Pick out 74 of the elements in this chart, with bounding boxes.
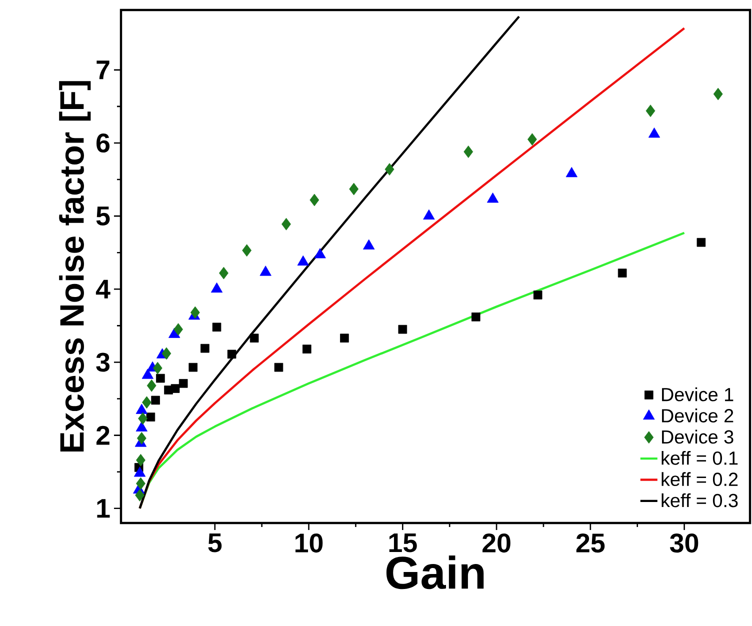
point [138,412,148,425]
point [648,128,660,138]
point [135,489,144,502]
point [227,350,236,359]
point [190,306,200,319]
point [162,347,172,360]
x-tick-label: 20 [482,534,510,553]
point [713,88,723,100]
y-tick-label: 4 [96,280,110,298]
point [274,362,284,372]
point [297,255,309,266]
point [464,146,474,158]
point [146,379,156,392]
x-tick-label: 15 [389,534,417,552]
point [174,323,183,336]
point [340,334,349,343]
point [136,432,146,444]
point [310,194,320,206]
x-tick-label: 10 [295,534,323,553]
legend-label: keff = 0.2 [662,472,738,486]
y-tick-label: 1 [97,499,110,518]
point [533,290,542,300]
x-tick-label: 5 [208,534,222,552]
x-tick-label: 30 [670,534,698,553]
point [188,362,198,372]
point [349,182,359,196]
point [384,163,394,176]
x-tick-label: 25 [576,534,605,553]
point [136,454,146,466]
legend-label: keff = 0.1 [662,450,738,465]
point [219,266,228,280]
point [178,379,188,388]
point [486,192,499,203]
point [136,421,148,432]
point [260,266,272,276]
point [646,104,656,118]
point [134,466,146,477]
point [142,396,152,409]
y-tick-label: 5 [96,206,110,226]
point [471,312,480,322]
point [142,368,154,379]
point [566,166,578,178]
point [528,133,537,146]
y-axis-title: Excess Noise factor [F] [59,81,91,452]
point [170,384,180,393]
y-tick-label: 6 [96,133,110,153]
point [151,396,160,405]
point [212,322,222,332]
point [210,282,223,293]
point [156,374,165,383]
point [136,404,148,414]
y-tick-label: 2 [96,426,110,445]
point [696,238,706,247]
legend-label: Device 2 [662,408,734,422]
x-axis-title: Gain [386,555,484,590]
legend-label: keff = 0.3 [662,493,738,508]
point [363,239,375,250]
point [314,248,326,258]
point [242,244,252,257]
point [146,412,156,422]
point [136,477,146,490]
point [200,344,210,353]
legend-label: Device 1 [662,387,734,402]
point [250,334,259,343]
point [152,362,162,374]
point [423,209,435,220]
point [302,344,312,354]
legend-label: Device 3 [662,430,734,444]
point [398,324,408,334]
point [282,218,291,230]
point [618,268,627,278]
y-tick-label: 3 [96,352,110,372]
line-series [138,15,520,510]
y-tick-label: 7 [96,60,110,80]
